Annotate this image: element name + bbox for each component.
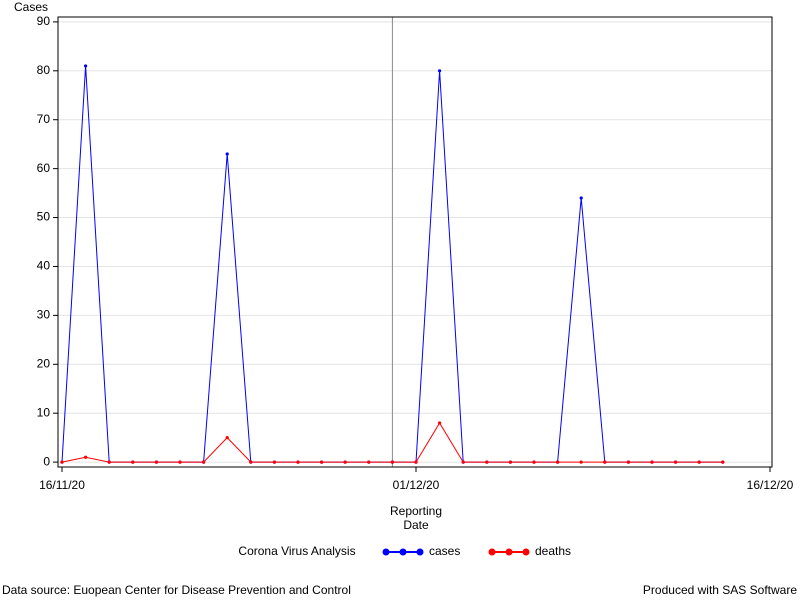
point <box>579 460 583 464</box>
point <box>343 460 347 464</box>
legend-label: cases <box>429 544 460 558</box>
legend-marker <box>505 548 513 556</box>
point <box>650 460 654 464</box>
point <box>178 460 182 464</box>
point <box>438 69 442 73</box>
point <box>296 460 300 464</box>
point <box>674 460 678 464</box>
legend-title: Corona Virus Analysis <box>238 544 355 558</box>
point <box>461 460 465 464</box>
point <box>697 460 701 464</box>
x-tick-label: 01/12/20 <box>393 478 440 492</box>
footnote-right: Produced with SAS Software <box>643 583 797 597</box>
plot-frame <box>57 16 773 468</box>
point <box>579 196 583 200</box>
point <box>485 460 489 464</box>
y-tick-label: 20 <box>37 356 51 370</box>
y-axis-label: Cases <box>14 0 48 14</box>
y-tick-label: 10 <box>37 405 51 419</box>
point <box>367 460 371 464</box>
point <box>556 460 560 464</box>
legend-label: deaths <box>535 544 571 558</box>
point <box>438 421 442 425</box>
point <box>249 460 253 464</box>
y-tick-label: 80 <box>37 63 51 77</box>
point <box>626 460 631 464</box>
point <box>721 460 725 464</box>
point <box>532 460 536 464</box>
point <box>603 460 607 464</box>
point <box>154 460 158 464</box>
x-axis-label: Reporting Date <box>389 504 443 532</box>
y-tick-label: 0 <box>43 454 50 468</box>
point <box>225 436 229 440</box>
point <box>320 460 324 464</box>
point <box>202 460 206 464</box>
point <box>272 460 276 464</box>
point <box>414 460 418 464</box>
y-tick-label: 40 <box>37 259 51 273</box>
y-tick-label: 50 <box>37 210 51 224</box>
point <box>131 460 135 464</box>
x-tick-label: 16/12/20 <box>747 478 794 492</box>
legend-marker <box>399 548 407 556</box>
point <box>84 64 88 68</box>
footnote-left: Data source: Euopean Center for Disease … <box>2 583 351 597</box>
legend-marker <box>522 548 530 556</box>
point <box>84 455 88 459</box>
point <box>225 152 229 156</box>
legend-marker <box>382 548 390 556</box>
y-tick-label: 30 <box>37 308 51 322</box>
y-tick-label: 70 <box>37 112 51 126</box>
legend-marker <box>488 548 496 556</box>
point <box>107 460 111 464</box>
point <box>508 460 512 464</box>
point <box>390 460 394 464</box>
legend-marker <box>416 548 424 556</box>
x-tick-label: 16/11/20 <box>39 478 85 492</box>
point <box>60 460 64 464</box>
y-tick-label: 60 <box>37 161 51 175</box>
y-tick-label: 90 <box>37 14 51 28</box>
